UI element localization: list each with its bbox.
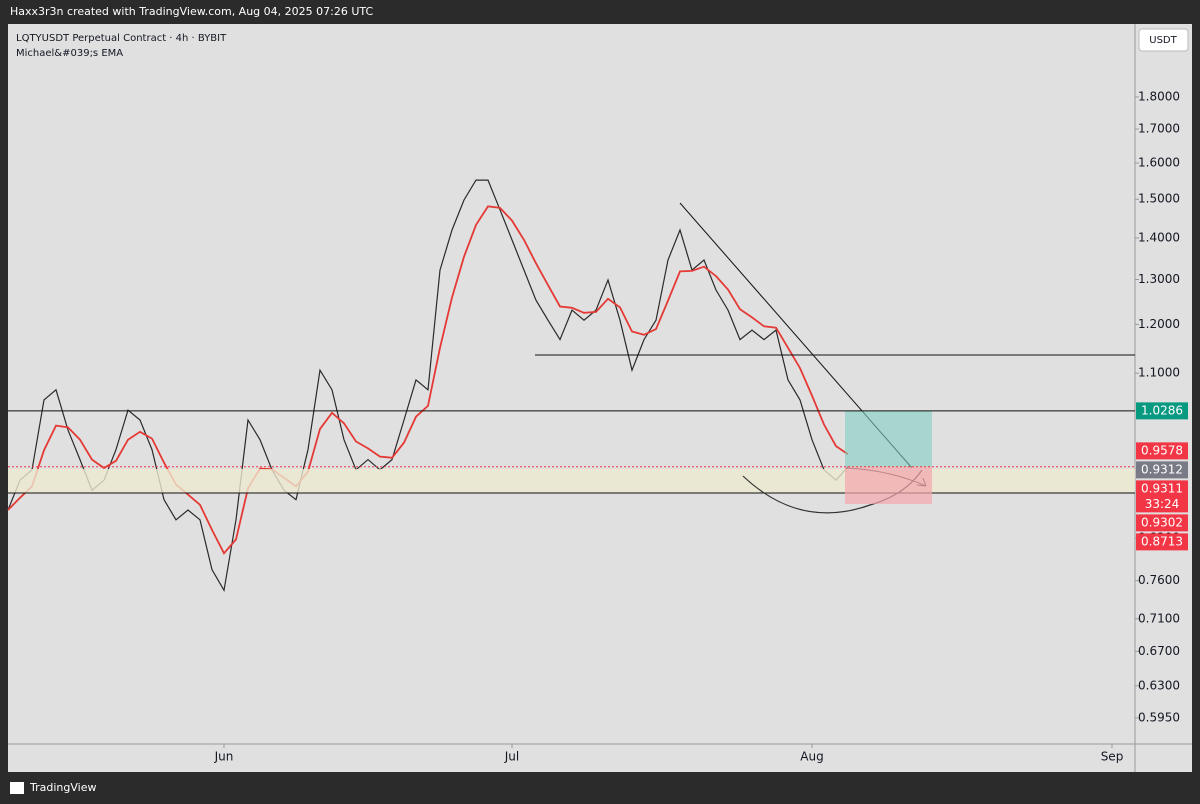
- y-tick-label: 0.5950: [1138, 710, 1180, 724]
- y-tick-label: 1.7000: [1138, 122, 1180, 136]
- y-tick-label: 1.6000: [1138, 156, 1180, 170]
- y-tick-label: 1.8000: [1138, 89, 1180, 103]
- price-label: 0.9311: [1141, 481, 1183, 495]
- price-label: 0.9578: [1141, 443, 1183, 457]
- currency[interactable]: USDT: [1149, 35, 1177, 46]
- price-label: 0.8713: [1141, 534, 1183, 548]
- y-tick-label: 1.5000: [1138, 192, 1180, 206]
- target-zone: [845, 410, 932, 467]
- y-tick-label: 0.6300: [1138, 678, 1180, 692]
- stop-zone: [845, 466, 932, 504]
- price-label: 1.0286: [1141, 403, 1183, 417]
- y-tick-label: 0.6700: [1138, 644, 1180, 658]
- series-line: [7, 205, 849, 555]
- y-tick-label: 1.3000: [1138, 272, 1180, 286]
- y-tick-label: 1.1000: [1138, 366, 1180, 380]
- price-label-box: [1136, 480, 1188, 513]
- price-countdown: 33:24: [1145, 497, 1180, 511]
- y-tick-label: 1.2000: [1138, 317, 1180, 331]
- support-zone: [8, 469, 1135, 493]
- price-label-box: [1136, 533, 1188, 551]
- y-tick-label: 0.7600: [1138, 573, 1180, 587]
- header-caption: Haxx3r3n created with TradingView.com, A…: [10, 5, 373, 18]
- x-tick-label: Sep: [1101, 750, 1124, 764]
- price-label: 0.9312: [1141, 462, 1183, 476]
- x-tick-label: Aug: [800, 750, 823, 764]
- header-bar: [0, 0, 1200, 24]
- price-label-box: [1136, 402, 1188, 420]
- footer-brand: TradingView: [29, 781, 96, 794]
- x-tick-label: Jul: [504, 750, 519, 764]
- price-label: 0.9302: [1141, 515, 1183, 529]
- x-tick-label: Jun: [214, 750, 234, 764]
- brand-logo: [10, 782, 24, 794]
- currency-box[interactable]: [1138, 28, 1189, 52]
- chart-title: LQTYUSDT Perpetual Contract · 4h · BYBIT: [16, 33, 227, 44]
- plot: [7, 179, 849, 593]
- price-label-box: [1136, 514, 1188, 532]
- indicator-name: Michael&#039;s EMA: [16, 48, 123, 59]
- y-tick-label: 0.7100: [1138, 611, 1180, 625]
- footer-bar: [0, 772, 1200, 804]
- y-tick-label: 1.4000: [1138, 230, 1180, 244]
- price-label-box: [1136, 442, 1188, 460]
- chart-panel: [8, 24, 1192, 772]
- price-label-box: [1136, 461, 1188, 479]
